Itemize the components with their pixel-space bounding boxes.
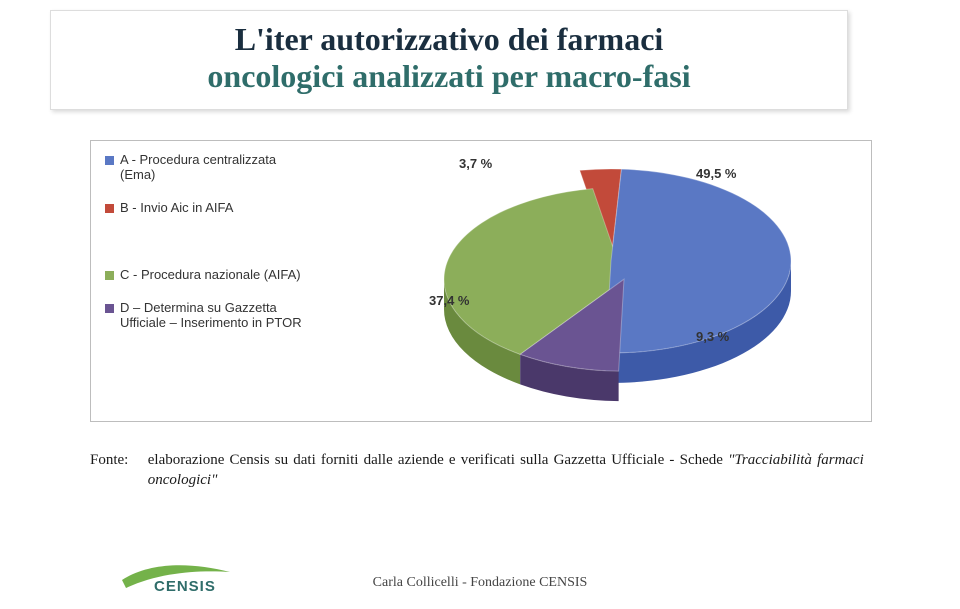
footer-credit: Carla Collicelli - Fondazione CENSIS: [0, 575, 960, 591]
legend-item-d: D – Determina su Gazzetta Ufficiale – In…: [105, 301, 305, 331]
legend-label: C - Procedura nazionale (AIFA): [120, 268, 301, 283]
legend-label: A - Procedura centralizzata (Ema): [120, 153, 305, 183]
source-text: elaborazione Censis su dati forniti dall…: [148, 450, 864, 491]
source-label: Fonte:: [90, 450, 144, 470]
chart-container: A - Procedura centralizzata (Ema) B - Inv…: [90, 140, 872, 422]
title-line-2: oncologici analizzati per macro-fasi: [207, 58, 690, 94]
source-text-plain: elaborazione Censis su dati forniti dall…: [148, 452, 728, 468]
legend-label: D – Determina su Gazzetta Ufficiale – In…: [120, 301, 305, 331]
legend-label: B - Invio Aic in AIFA: [120, 201, 233, 216]
legend-swatch-icon: [105, 271, 114, 280]
legend-swatch-icon: [105, 156, 114, 165]
chart-datalabel: 37,4 %: [429, 293, 469, 308]
legend-item-b: B - Invio Aic in AIFA: [105, 201, 305, 216]
pie-chart: [331, 141, 861, 421]
chart-datalabel: 3,7 %: [459, 156, 492, 171]
page-title: L'iter autorizzativo dei farmaci oncolog…: [69, 21, 829, 95]
title-line-1: L'iter autorizzativo dei farmaci: [235, 21, 664, 57]
source-note: Fonte: elaborazione Censis su dati forni…: [90, 450, 870, 491]
pie-svg: [331, 141, 861, 421]
chart-datalabel: 9,3 %: [696, 329, 729, 344]
legend-item-a: A - Procedura centralizzata (Ema): [105, 153, 305, 183]
title-box: L'iter autorizzativo dei farmaci oncolog…: [50, 10, 848, 110]
chart-datalabel: 49,5 %: [696, 166, 736, 181]
legend-swatch-icon: [105, 204, 114, 213]
chart-legend: A - Procedura centralizzata (Ema) B - Inv…: [105, 153, 305, 349]
legend-swatch-icon: [105, 304, 114, 313]
legend-item-c: C - Procedura nazionale (AIFA): [105, 268, 305, 283]
slide-page: L'iter autorizzativo dei farmaci oncolog…: [0, 0, 960, 609]
